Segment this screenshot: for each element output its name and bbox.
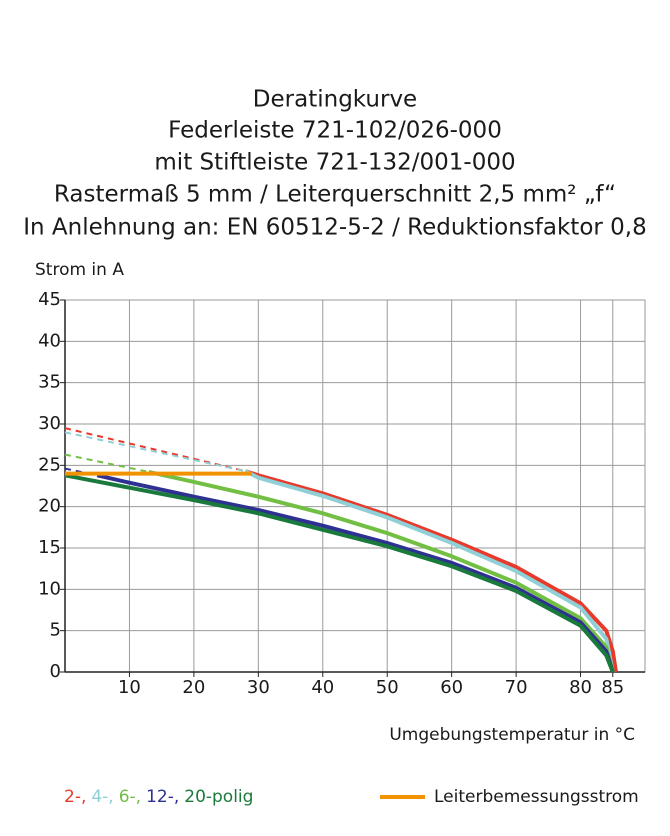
x-axis-label: Umgebungstemperatur in °C <box>389 725 635 745</box>
y-tick-label: 25 <box>38 454 61 475</box>
legend-label: Leiterbemessungsstrom <box>434 787 639 807</box>
legend-label: 2-, <box>64 787 86 807</box>
chart-title: Rastermaß 5 mm / Leiterquerschnitt 2,5 m… <box>54 182 616 208</box>
legend-label: 4-, <box>91 787 113 807</box>
chart-title: mit Stiftleiste 721-132/001-000 <box>154 150 515 176</box>
line <box>148 469 615 673</box>
x-tick-label: 30 <box>247 677 270 698</box>
y-tick-label: 30 <box>38 413 61 434</box>
y-tick-label: 10 <box>38 578 61 599</box>
chart-title: In Anlehnung an: EN 60512-5-2 / Reduktio… <box>23 215 647 241</box>
x-tick-label: 40 <box>311 677 334 698</box>
y-tick-label: 45 <box>38 289 61 310</box>
line <box>244 469 615 673</box>
dashed-line <box>64 431 246 473</box>
chart-title: Deratingkurve <box>253 87 417 113</box>
y-tick-label: 5 <box>50 620 61 641</box>
y-axis-label: Strom in A <box>35 260 124 280</box>
x-tick-label: 20 <box>182 677 205 698</box>
dashed-line <box>64 427 246 473</box>
x-tick-label: 50 <box>376 677 399 698</box>
y-tick-label: 35 <box>38 372 61 393</box>
legend-label: 20-polig <box>184 787 253 807</box>
x-tick-label: 70 <box>505 677 528 698</box>
legend: 2-, 4-, 6-, 12-, 20-polig <box>64 787 253 807</box>
legend-label: 12-, <box>146 787 179 807</box>
legend-label: 6-, <box>119 787 141 807</box>
y-tick-label: 40 <box>38 330 61 351</box>
y-tick-label: 15 <box>38 537 61 558</box>
chart-title: Federleiste 721-102/026-000 <box>168 118 502 144</box>
line <box>96 473 615 673</box>
x-tick-label: 10 <box>118 677 141 698</box>
x-tick-label: 85 <box>601 677 624 698</box>
y-tick-label: 20 <box>38 496 61 517</box>
line <box>64 473 615 673</box>
y-tick-label: 0 <box>50 661 61 682</box>
dashed-line <box>64 453 150 473</box>
x-tick-label: 80 <box>569 677 592 698</box>
line <box>244 469 618 673</box>
x-tick-label: 60 <box>440 677 463 698</box>
